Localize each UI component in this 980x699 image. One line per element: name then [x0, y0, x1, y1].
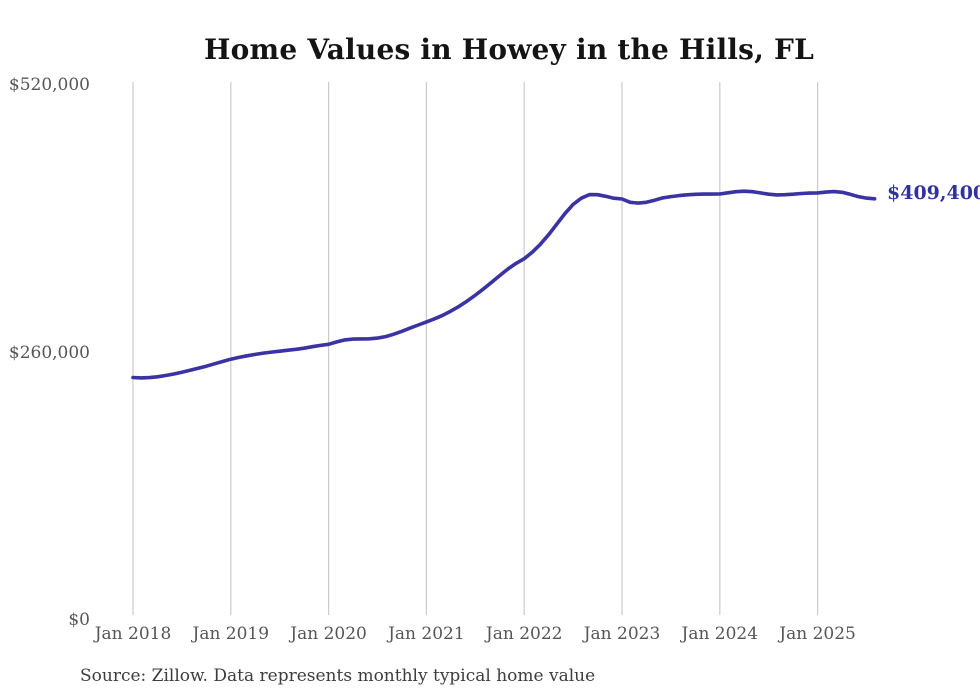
x-tick-label: Jan 2022 [485, 624, 563, 644]
x-tick-label: Jan 2018 [94, 624, 172, 644]
x-tick-label: Jan 2023 [583, 624, 661, 644]
y-tick-label: $0 [68, 610, 90, 630]
y-tick-label: $520,000 [8, 75, 90, 95]
chart-title: Home Values in Howey in the Hills, FL [204, 33, 814, 66]
home-value-line-series [131, 189, 877, 380]
line-end-value-label: $409,400 [887, 182, 980, 204]
x-tick-label: Jan 2024 [681, 624, 759, 644]
x-tick-label: Jan 2019 [192, 624, 270, 644]
x-tick-label: Jan 2021 [388, 624, 465, 644]
x-tick-label: Jan 2025 [779, 624, 856, 644]
source-attribution-note: Source: Zillow. Data represents monthly … [80, 666, 596, 686]
y-tick-label: $260,000 [8, 342, 90, 363]
x-tick-label: Jan 2020 [290, 624, 367, 644]
